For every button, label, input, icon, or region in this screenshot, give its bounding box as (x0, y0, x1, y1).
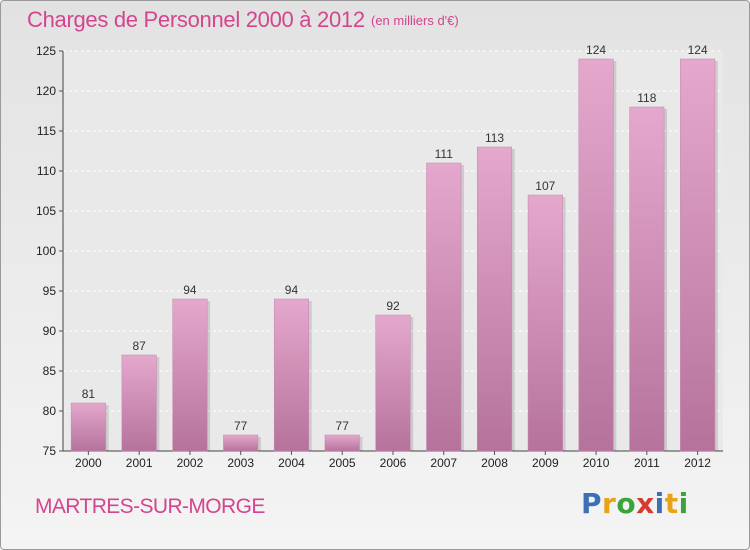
x-tick-label: 2005 (329, 456, 356, 470)
x-tick-label: 2001 (126, 456, 153, 470)
data-label: 87 (132, 339, 146, 353)
chart-subtitle: (en milliers d'€) (371, 13, 459, 28)
x-tick-label: 2006 (380, 456, 407, 470)
x-tick-label: 2011 (634, 456, 660, 470)
data-label: 111 (435, 147, 454, 161)
data-label: 81 (82, 387, 96, 401)
x-tick-label: 2003 (227, 456, 254, 470)
bar (223, 434, 259, 452)
logo-letter: r (602, 487, 617, 520)
bar (578, 58, 614, 452)
y-tick-label: 85 (43, 364, 57, 378)
bar (273, 298, 309, 452)
data-label: 124 (586, 43, 606, 57)
x-tick-label: 2008 (481, 456, 508, 470)
logo-letter: o (616, 487, 637, 520)
chart-title: Charges de Personnel 2000 à 2012 (27, 7, 365, 32)
logo-letter: i (678, 487, 689, 520)
data-label: 124 (688, 43, 708, 57)
data-label: 107 (535, 179, 555, 193)
bar (426, 162, 462, 452)
bar (172, 298, 208, 452)
bar (121, 354, 157, 452)
bar (477, 146, 513, 452)
x-tick-label: 2004 (278, 456, 305, 470)
commune-name: MARTRES-SUR-MORGE (35, 495, 265, 518)
bar (375, 314, 411, 452)
y-tick-label: 80 (43, 404, 57, 418)
data-label: 94 (183, 283, 197, 297)
logo-letter: P (581, 487, 603, 520)
data-label: 77 (234, 419, 248, 433)
bar (324, 434, 360, 452)
x-tick-label: 2000 (75, 456, 102, 470)
y-tick-label: 95 (43, 284, 57, 298)
data-label: 77 (336, 419, 350, 433)
y-tick-label: 75 (43, 444, 57, 458)
bar (70, 402, 106, 452)
data-label: 94 (285, 283, 299, 297)
y-tick-label: 90 (43, 324, 57, 338)
bar (629, 106, 665, 452)
bar (527, 194, 563, 452)
x-tick-label: 2012 (684, 456, 711, 470)
logo-letter: t (664, 487, 679, 520)
bar (680, 58, 716, 452)
y-tick-label: 115 (37, 124, 56, 138)
proxiti-logo: Proxiti (581, 487, 689, 520)
y-tick-label: 105 (36, 204, 56, 218)
y-tick-label: 125 (36, 44, 56, 58)
x-tick-label: 2002 (177, 456, 204, 470)
logo-letter: x (636, 487, 655, 520)
y-tick-label: 120 (36, 84, 56, 98)
data-label: 92 (386, 299, 400, 313)
y-tick-label: 110 (37, 164, 56, 178)
x-tick-label: 2007 (430, 456, 457, 470)
y-tick-label: 100 (36, 244, 56, 258)
data-label: 113 (485, 131, 504, 145)
data-label: 118 (637, 91, 656, 105)
x-tick-label: 2009 (532, 456, 559, 470)
logo-letter: i (654, 487, 665, 520)
x-tick-label: 2010 (583, 456, 610, 470)
